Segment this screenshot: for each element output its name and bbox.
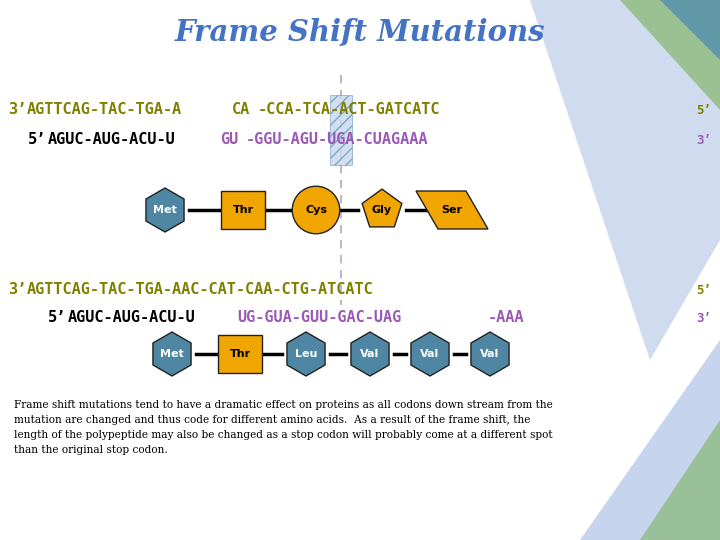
Polygon shape (620, 0, 720, 110)
Text: length of the polypeptide may also be changed as a stop codon will probably come: length of the polypeptide may also be ch… (14, 430, 553, 440)
Text: UG-GUA-GUU-GAC-UAG: UG-GUA-GUU-GAC-UAG (237, 310, 401, 326)
Circle shape (292, 186, 340, 234)
Text: Ser: Ser (441, 205, 462, 215)
Text: 5’: 5’ (696, 284, 711, 296)
Text: 5’: 5’ (28, 132, 46, 147)
Text: Met: Met (160, 349, 184, 359)
Text: Val: Val (480, 349, 500, 359)
Polygon shape (471, 332, 509, 376)
Text: Thr: Thr (233, 205, 253, 215)
Polygon shape (660, 0, 720, 60)
Text: 5’: 5’ (48, 310, 66, 326)
Text: Val: Val (420, 349, 440, 359)
Polygon shape (362, 189, 402, 227)
Text: AGTTCAG-TAC-TGA-AAC-CAT-CAA-CTG-ATCATC: AGTTCAG-TAC-TGA-AAC-CAT-CAA-CTG-ATCATC (27, 282, 374, 298)
FancyBboxPatch shape (218, 335, 262, 373)
Polygon shape (351, 332, 389, 376)
Text: 3’: 3’ (696, 312, 711, 325)
Text: AGUC-AUG-ACU-U: AGUC-AUG-ACU-U (68, 310, 196, 326)
Text: than the original stop codon.: than the original stop codon. (14, 445, 168, 455)
Polygon shape (530, 0, 720, 360)
Text: Cys: Cys (305, 205, 327, 215)
Text: Met: Met (153, 205, 177, 215)
Polygon shape (640, 420, 720, 540)
Text: -CCA-TCA-ACT-GATCATC: -CCA-TCA-ACT-GATCATC (258, 103, 441, 118)
Text: AGUC-AUG-ACU-U: AGUC-AUG-ACU-U (48, 132, 176, 147)
Text: 3’: 3’ (696, 133, 711, 146)
Polygon shape (416, 191, 488, 229)
Text: 5’: 5’ (696, 104, 711, 117)
Text: 3’: 3’ (8, 282, 26, 298)
FancyBboxPatch shape (221, 191, 265, 229)
Bar (330, 95, 352, 165)
Text: Val: Val (361, 349, 379, 359)
Polygon shape (580, 340, 720, 540)
Polygon shape (411, 332, 449, 376)
Text: Gly: Gly (372, 205, 392, 215)
Polygon shape (153, 332, 191, 376)
Text: GU: GU (220, 132, 238, 147)
Polygon shape (146, 188, 184, 232)
Text: -AAA: -AAA (488, 310, 524, 326)
Text: Frame Shift Mutations: Frame Shift Mutations (175, 18, 545, 47)
Text: 3’: 3’ (8, 103, 26, 118)
Text: Frame shift mutations tend to have a dramatic effect on proteins as all codons d: Frame shift mutations tend to have a dra… (14, 400, 553, 410)
Text: Thr: Thr (230, 349, 251, 359)
Text: mutation are changed and thus code for different amino acids.  As a result of th: mutation are changed and thus code for d… (14, 415, 531, 425)
Text: Leu: Leu (294, 349, 318, 359)
Text: AGTTCAG-TAC-TGA-A: AGTTCAG-TAC-TGA-A (27, 103, 182, 118)
Polygon shape (287, 332, 325, 376)
Text: CA: CA (232, 103, 251, 118)
Text: -GGU-AGU-UGA-CUAGAAA: -GGU-AGU-UGA-CUAGAAA (246, 132, 428, 147)
